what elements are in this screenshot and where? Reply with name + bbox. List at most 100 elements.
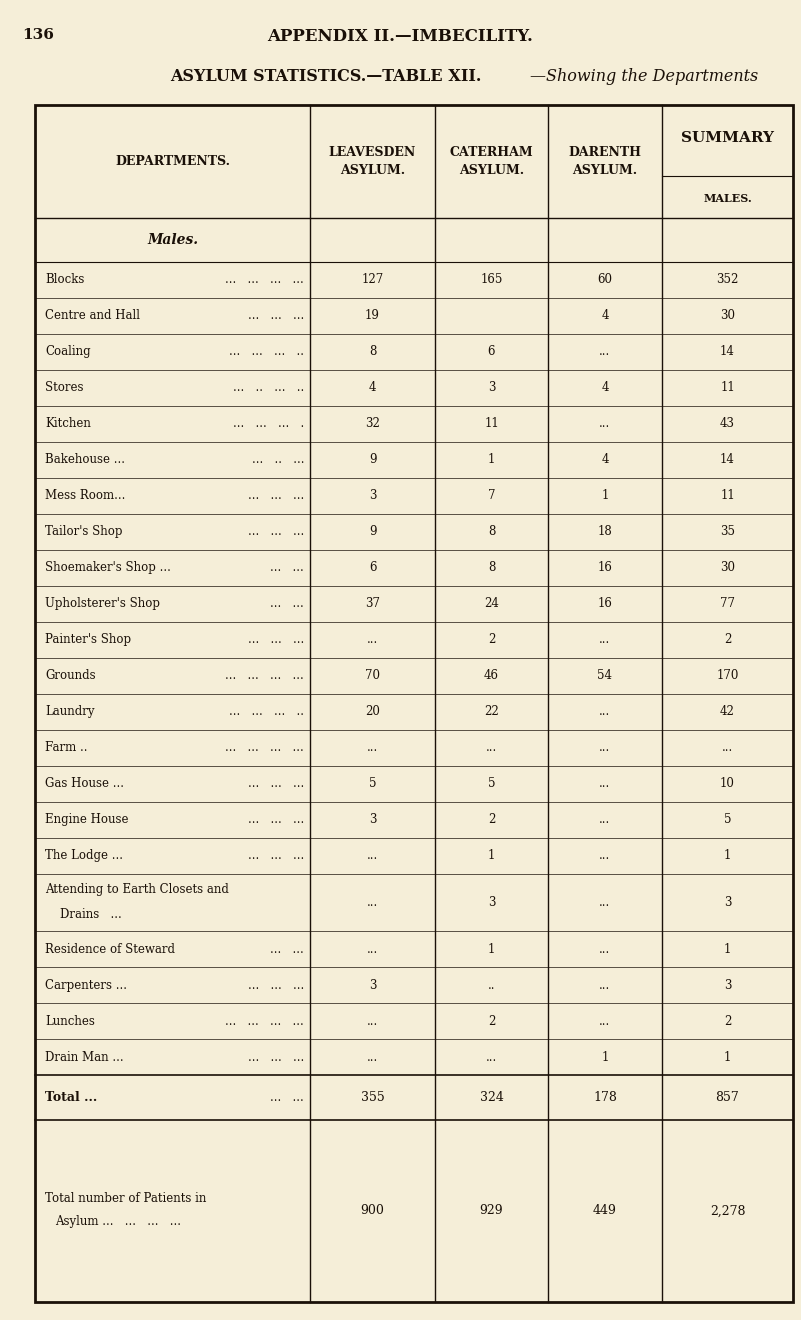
Text: ...: ...	[367, 849, 378, 862]
Text: Gas House ...: Gas House ...	[45, 777, 124, 791]
Text: LEAVESDEN
ASYLUM.: LEAVESDEN ASYLUM.	[329, 147, 417, 177]
Text: Attending to Earth Closets and: Attending to Earth Closets and	[45, 883, 229, 896]
Text: 4: 4	[602, 453, 609, 466]
Text: 10: 10	[720, 777, 735, 791]
Text: Total number of Patients in: Total number of Patients in	[45, 1192, 207, 1205]
Text: MALES.: MALES.	[703, 194, 752, 205]
Text: Engine House: Engine House	[45, 813, 128, 826]
Text: 11: 11	[720, 381, 735, 395]
Text: Bakehouse ...: Bakehouse ...	[45, 453, 125, 466]
Text: 16: 16	[598, 561, 613, 574]
Text: Kitchen: Kitchen	[45, 417, 91, 430]
Text: Drains   ...: Drains ...	[45, 908, 122, 921]
Text: ..: ..	[488, 978, 495, 991]
Text: ASYLUM STATISTICS.—TABLE XII.: ASYLUM STATISTICS.—TABLE XII.	[170, 69, 481, 84]
Text: 2: 2	[724, 1015, 731, 1027]
Text: 5: 5	[488, 777, 495, 791]
Text: 3: 3	[368, 978, 376, 991]
Text: ...: ...	[599, 417, 610, 430]
Text: 60: 60	[598, 273, 613, 286]
Text: 1: 1	[602, 1051, 609, 1064]
Text: 46: 46	[484, 669, 499, 682]
Text: 324: 324	[480, 1092, 504, 1104]
Text: ...   ...: ... ...	[270, 942, 304, 956]
Text: Stores: Stores	[45, 381, 83, 395]
Text: ...: ...	[367, 896, 378, 909]
Text: ...: ...	[599, 813, 610, 826]
Text: 42: 42	[720, 705, 735, 718]
Text: 8: 8	[488, 525, 495, 539]
Text: Farm ..: Farm ..	[45, 741, 87, 754]
Text: 8: 8	[488, 561, 495, 574]
Text: Carpenters ...: Carpenters ...	[45, 978, 127, 991]
Text: ...   ...   ...: ... ... ...	[248, 813, 304, 826]
Text: Coaling: Coaling	[45, 346, 91, 359]
Text: ...: ...	[599, 1015, 610, 1027]
Text: 5: 5	[724, 813, 731, 826]
Text: 857: 857	[715, 1092, 739, 1104]
Text: 929: 929	[480, 1204, 503, 1217]
Text: ...: ...	[599, 896, 610, 909]
Text: ...: ...	[599, 942, 610, 956]
Text: 30: 30	[720, 309, 735, 322]
Text: 352: 352	[716, 273, 739, 286]
Text: 3: 3	[368, 490, 376, 503]
Text: ...   ...   ...   .: ... ... ... .	[233, 417, 304, 430]
Text: APPENDIX II.—IMBECILITY.: APPENDIX II.—IMBECILITY.	[268, 28, 533, 45]
Text: ...   ...   ...: ... ... ...	[248, 777, 304, 791]
Text: 178: 178	[593, 1092, 617, 1104]
Text: ...   ...   ...: ... ... ...	[248, 978, 304, 991]
Text: Centre and Hall: Centre and Hall	[45, 309, 140, 322]
Text: 2: 2	[488, 813, 495, 826]
Text: 3: 3	[368, 813, 376, 826]
Text: 54: 54	[598, 669, 613, 682]
Text: ...   ...: ... ...	[270, 561, 304, 574]
Text: Upholsterer's Shop: Upholsterer's Shop	[45, 597, 160, 610]
Text: 2: 2	[488, 634, 495, 647]
Text: ...   ...   ...   ...: ... ... ... ...	[225, 273, 304, 286]
Text: —Showing the Departments: —Showing the Departments	[530, 69, 759, 84]
Text: 355: 355	[360, 1092, 384, 1104]
Text: ...   ...   ...   ...: ... ... ... ...	[225, 669, 304, 682]
Text: 2: 2	[488, 1015, 495, 1027]
Text: SUMMARY: SUMMARY	[681, 132, 774, 145]
Text: 6: 6	[488, 346, 495, 359]
Text: ...: ...	[367, 1051, 378, 1064]
Text: ...   ...   ...   ..: ... ... ... ..	[229, 705, 304, 718]
Text: Painter's Shop: Painter's Shop	[45, 634, 131, 647]
Text: 11: 11	[484, 417, 499, 430]
Text: ...: ...	[599, 978, 610, 991]
Text: 16: 16	[598, 597, 613, 610]
Text: 7: 7	[488, 490, 495, 503]
Text: ...: ...	[599, 849, 610, 862]
Text: ...   ...: ... ...	[270, 597, 304, 610]
Text: 3: 3	[724, 896, 731, 909]
Text: 19: 19	[365, 309, 380, 322]
Text: DEPARTMENTS.: DEPARTMENTS.	[115, 154, 230, 168]
Text: 14: 14	[720, 453, 735, 466]
Text: Drain Man ...: Drain Man ...	[45, 1051, 123, 1064]
Text: ...   ...   ...: ... ... ...	[248, 849, 304, 862]
Text: 35: 35	[720, 525, 735, 539]
Text: 32: 32	[365, 417, 380, 430]
Text: 18: 18	[598, 525, 613, 539]
Text: ...   ...   ...: ... ... ...	[248, 309, 304, 322]
Text: Mess Room...: Mess Room...	[45, 490, 126, 503]
Text: 1: 1	[488, 849, 495, 862]
Text: 4: 4	[602, 381, 609, 395]
Text: ...   ...   ...   ...: ... ... ... ...	[225, 741, 304, 754]
Text: ...: ...	[599, 634, 610, 647]
Text: 3: 3	[488, 896, 495, 909]
Text: 3: 3	[488, 381, 495, 395]
Text: ...   ...   ...: ... ... ...	[248, 525, 304, 539]
Text: 170: 170	[716, 669, 739, 682]
Text: 9: 9	[368, 525, 376, 539]
Text: 6: 6	[368, 561, 376, 574]
Text: 1: 1	[724, 1051, 731, 1064]
Text: 37: 37	[365, 597, 380, 610]
Text: 14: 14	[720, 346, 735, 359]
Text: 3: 3	[724, 978, 731, 991]
Text: 5: 5	[368, 777, 376, 791]
Text: 127: 127	[361, 273, 384, 286]
Text: 24: 24	[484, 597, 499, 610]
